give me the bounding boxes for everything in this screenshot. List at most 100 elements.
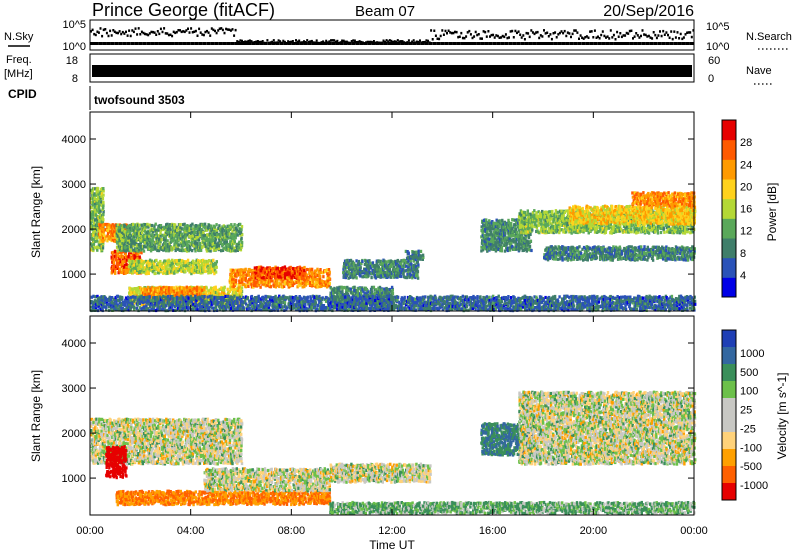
- heatmap-cell-power-7: [290, 282, 293, 286]
- heatmap-cell-power-3: [234, 236, 237, 240]
- heatmap-cell-power-3: [239, 248, 243, 252]
- heatmap-cell-power-6: [185, 285, 188, 289]
- heatmap-cell-power-12: [501, 228, 505, 232]
- heatmap-cell-power-0: [90, 221, 93, 226]
- noise-dot: [427, 39, 429, 43]
- heatmap-cell-power-6: [152, 294, 155, 298]
- noise-dot: [647, 34, 650, 38]
- heatmap-cell-power-3: [210, 228, 213, 233]
- noise-dot: [256, 40, 259, 43]
- noise-dot: [546, 31, 549, 34]
- noise-dot: [398, 40, 401, 43]
- heatmap-cell-power-5: [136, 291, 139, 295]
- heatmap-cell-power-7: [320, 279, 323, 283]
- heatmap-cell-power-3: [199, 243, 202, 247]
- heatmap-cell-power-8: [277, 275, 281, 279]
- noise-dot: [533, 32, 536, 36]
- noise-dot: [152, 30, 154, 34]
- noise-dot: [446, 32, 448, 35]
- heatmap-cell-power-4: [182, 260, 185, 264]
- heatmap-cell-power-3: [211, 236, 214, 240]
- noise-dot: [366, 40, 369, 44]
- noise-dot: [290, 40, 293, 44]
- heatmap-cell-power-3: [136, 232, 139, 236]
- heatmap-cell-power-3: [215, 228, 218, 232]
- noise-baseline-dot: [190, 42, 195, 45]
- heatmap-cell-power-3: [173, 226, 176, 230]
- heatmap-cell-power-10: [359, 266, 362, 270]
- heatmap-cell-power-0: [92, 242, 96, 246]
- heatmap-cell-power-7: [284, 280, 287, 284]
- heatmap-cell-power-6: [156, 287, 159, 291]
- beam-label: Beam 07: [355, 3, 415, 20]
- heatmap-cell-power-4: [184, 263, 187, 267]
- noise-baseline-dot: [661, 42, 666, 45]
- noise-baseline-dot: [472, 42, 477, 45]
- noise-dot: [117, 31, 119, 35]
- heatmap-cell-power-1: [114, 235, 117, 239]
- heatmap-cell-power-7: [253, 280, 256, 284]
- heatmap-cell-power-7: [312, 280, 315, 284]
- noise-dot: [271, 40, 274, 44]
- noise-baseline-dot: [247, 42, 251, 45]
- heatmap-cell-power-2: [123, 259, 126, 264]
- noise-baseline-dot: [287, 42, 292, 45]
- heatmap-cell-power-7: [285, 282, 289, 286]
- heatmap-cell-power-4: [162, 266, 165, 270]
- heatmap-cell-power-6: [163, 292, 166, 296]
- noise-dot: [175, 30, 178, 34]
- heatmap-cell-power-6: [156, 289, 159, 293]
- heatmap-cell-power-3: [233, 223, 236, 227]
- heatmap-cell-power-6: [182, 288, 186, 292]
- noise-dot: [217, 29, 220, 32]
- heatmap-cell-power-6: [170, 286, 173, 290]
- heatmap-cell-power-3: [123, 239, 126, 243]
- heatmap-cell-power-7: [239, 280, 242, 284]
- heatmap-cell-power-4: [165, 262, 168, 266]
- heatmap-cell-power-3: [207, 249, 211, 253]
- noise-baseline-dot: [577, 42, 582, 45]
- heatmap-cell-power-9: [342, 293, 345, 297]
- heatmap-cell-power-9: [336, 291, 339, 295]
- heatmap-cell-power-3: [116, 234, 120, 238]
- heatmap-cell-power-3: [211, 238, 215, 242]
- noise-dot: [671, 37, 674, 41]
- noise-dot: [535, 31, 538, 34]
- heatmap-cell-power-8: [301, 271, 305, 275]
- heatmap-cell-power-3: [118, 240, 121, 244]
- noise-baseline-dot: [641, 42, 646, 45]
- noise-baseline-dot: [222, 42, 227, 45]
- heatmap-cell-power-2: [126, 255, 129, 259]
- heatmap-cell-power-7: [232, 282, 236, 286]
- heatmap-cell-power-4: [184, 260, 187, 264]
- noise-dot: [476, 33, 479, 37]
- noise-baseline-dot: [452, 42, 457, 45]
- heatmap-cell-power-4: [197, 261, 201, 265]
- noise-dot: [568, 32, 571, 35]
- noise-dot: [322, 40, 325, 43]
- heatmap-cell-power-3: [121, 233, 124, 238]
- heatmap-cell-power-0: [101, 246, 105, 250]
- noise-dot: [234, 28, 237, 32]
- noise-dot: [630, 29, 633, 32]
- heatmap-cell-power-3: [118, 242, 121, 246]
- heatmap-cell-power-3: [128, 226, 132, 230]
- heatmap-cell-power-4: [172, 264, 175, 269]
- noise-baseline-dot: [621, 42, 626, 45]
- heatmap-cell-power-3: [157, 228, 160, 232]
- heatmap-cell-power-3: [209, 237, 212, 241]
- cpid-label: CPID: [8, 87, 37, 101]
- noise-dot: [241, 39, 243, 43]
- heatmap-cell-power-4: [196, 265, 199, 269]
- heatmap-cell-power-3: [141, 231, 144, 235]
- noise-dot: [595, 36, 598, 39]
- heatmap-cell-power-7: [282, 284, 286, 288]
- heatmap-cell-power-6: [152, 292, 155, 296]
- heatmap-cell-power-5: [240, 293, 243, 297]
- heatmap-cell-power-3: [157, 224, 160, 228]
- heatmap-cell-power-3: [125, 245, 128, 249]
- heatmap-cell-power-3: [203, 238, 206, 242]
- heatmap-cell-power-4: [204, 263, 208, 267]
- heatmap-cell-power-3: [155, 237, 158, 241]
- heatmap-cell-power-10: [405, 276, 409, 280]
